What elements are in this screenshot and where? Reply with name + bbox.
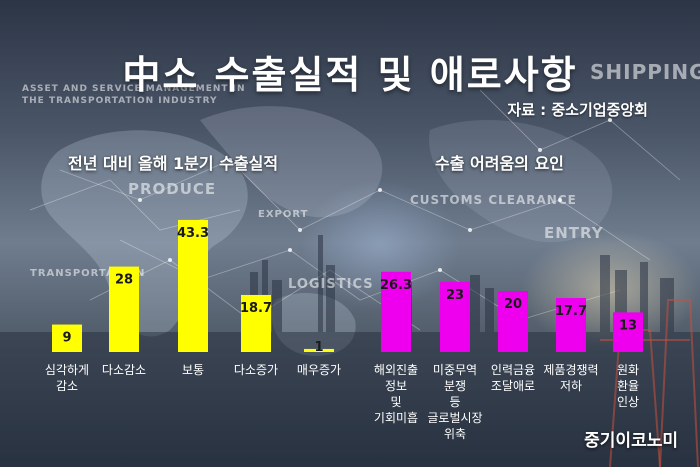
continent-shape xyxy=(200,106,383,218)
category-label: 인력금융 조달애로 xyxy=(491,363,535,393)
bar xyxy=(613,312,643,352)
bar-value-label: 9 xyxy=(62,331,71,346)
category-label: 심각하게 감소 xyxy=(45,363,89,393)
bg-text-logistics: LOGISTICS xyxy=(288,277,374,292)
bar xyxy=(381,271,411,352)
bar xyxy=(556,298,586,352)
bar xyxy=(241,294,271,352)
page-title: 中소 수출실적 및 애로사항 xyxy=(122,53,578,97)
bar xyxy=(52,324,82,352)
bg-text-industry: THE TRANSPORTATION INDUSTRY xyxy=(22,96,218,106)
bar xyxy=(498,291,528,352)
category-label: 원화 환율 인상 xyxy=(617,363,639,409)
bg-text-entry: ENTRY xyxy=(544,224,604,242)
continent-shape xyxy=(41,130,248,337)
category-label: 미중무역 분쟁 등 글로벌시장 위축 xyxy=(427,363,482,441)
bg-text-produce: PRODUCE xyxy=(128,180,217,198)
bg-text-asset: ASSET AND SERVICE MANAGEMENT IN xyxy=(22,84,246,94)
bar xyxy=(304,348,334,352)
network-nodes xyxy=(138,118,612,282)
bar-value-label: 28 xyxy=(115,273,133,288)
bg-text-customs: CUSTOMS CLEARANCE xyxy=(410,193,577,207)
category-label: 해외진출 정보 및 기회미흡 xyxy=(374,363,418,425)
bar xyxy=(178,219,208,352)
bar-value-label: 20 xyxy=(504,297,522,312)
bar-value-label: 1 xyxy=(314,340,323,355)
bar xyxy=(440,281,470,352)
left-chart-title: 전년 대비 올해 1분기 수출실적 xyxy=(68,154,279,173)
bar xyxy=(109,266,139,352)
category-label: 다소감소 xyxy=(102,363,146,377)
category-label: 매우증가 xyxy=(297,363,341,377)
continent-shape xyxy=(429,120,613,243)
brand-credit: 중기이코노미 xyxy=(584,431,678,451)
bg-text-shipping: SHIPPING xyxy=(590,60,700,84)
category-label: 다소증가 xyxy=(234,363,278,377)
bar-value-label: 13 xyxy=(619,318,637,333)
bar-value-label: 43.3 xyxy=(177,226,209,241)
right-chart-title: 수출 어려움의 요인 xyxy=(435,154,564,173)
source-note: 자료 : 중소기업중앙회 xyxy=(507,101,648,119)
bar-value-label: 26.3 xyxy=(380,278,412,293)
category-label: 제품경쟁력 저하 xyxy=(543,363,598,393)
category-label: 보통 xyxy=(182,363,204,377)
water xyxy=(0,332,700,467)
bg-text-export: EXPORT xyxy=(258,209,309,220)
bar-value-label: 18.7 xyxy=(240,301,272,316)
bar-value-label: 17.7 xyxy=(555,304,587,319)
bar-value-label: 23 xyxy=(446,288,464,303)
bg-text-transportation: TRANSPORTATION xyxy=(30,268,146,279)
